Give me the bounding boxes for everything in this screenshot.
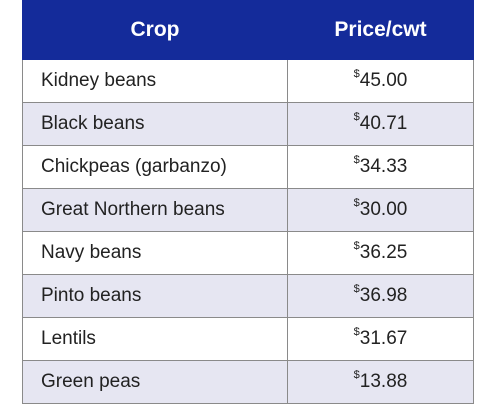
crop-cell: Chickpeas (garbanzo)	[22, 145, 288, 189]
table-body: Kidney beans $45.00 Black beans $40.71 C…	[22, 59, 474, 404]
table-row: Chickpeas (garbanzo) $34.33	[22, 145, 474, 189]
table-row: Navy beans $36.25	[22, 231, 474, 275]
price-value: 40.71	[359, 113, 408, 134]
crop-cell: Kidney beans	[22, 59, 288, 103]
crop-cell: Lentils	[22, 317, 288, 361]
table-header: Crop Price/cwt	[22, 0, 474, 60]
currency-symbol: $	[353, 67, 360, 80]
crop-cell: Green peas	[22, 360, 288, 404]
table-row: Green peas $13.88	[22, 360, 474, 404]
crop-cell: Navy beans	[22, 231, 288, 275]
price-cell: $36.98	[287, 274, 474, 318]
currency-symbol: $	[353, 368, 360, 381]
table-row: Black beans $40.71	[22, 102, 474, 146]
header-row: Crop Price/cwt	[22, 0, 474, 60]
currency-symbol: $	[353, 110, 360, 123]
crop-cell: Great Northern beans	[22, 188, 288, 232]
crop-price-table: Crop Price/cwt Kidney beans $45.00 Black…	[22, 0, 474, 404]
currency-symbol: $	[353, 282, 360, 295]
crop-price-table-container: Crop Price/cwt Kidney beans $45.00 Black…	[22, 0, 474, 404]
price-cell: $30.00	[287, 188, 474, 232]
price-value: 31.67	[359, 328, 408, 349]
price-value: 45.00	[359, 70, 408, 91]
currency-symbol: $	[353, 325, 360, 338]
price-value: 30.00	[359, 199, 408, 220]
header-crop: Crop	[22, 0, 288, 60]
price-value: 36.98	[359, 285, 408, 306]
table-row: Kidney beans $45.00	[22, 59, 474, 103]
currency-symbol: $	[353, 196, 360, 209]
price-cell: $45.00	[287, 59, 474, 103]
price-value: 13.88	[359, 371, 408, 392]
crop-cell: Black beans	[22, 102, 288, 146]
crop-cell: Pinto beans	[22, 274, 288, 318]
price-cell: $31.67	[287, 317, 474, 361]
price-cell: $36.25	[287, 231, 474, 275]
currency-symbol: $	[353, 239, 360, 252]
price-value: 34.33	[359, 156, 408, 177]
header-price: Price/cwt	[287, 0, 474, 60]
table-row: Lentils $31.67	[22, 317, 474, 361]
price-value: 36.25	[359, 242, 408, 263]
price-cell: $13.88	[287, 360, 474, 404]
currency-symbol: $	[353, 153, 360, 166]
table-row: Pinto beans $36.98	[22, 274, 474, 318]
table-row: Great Northern beans $30.00	[22, 188, 474, 232]
price-cell: $40.71	[287, 102, 474, 146]
price-cell: $34.33	[287, 145, 474, 189]
